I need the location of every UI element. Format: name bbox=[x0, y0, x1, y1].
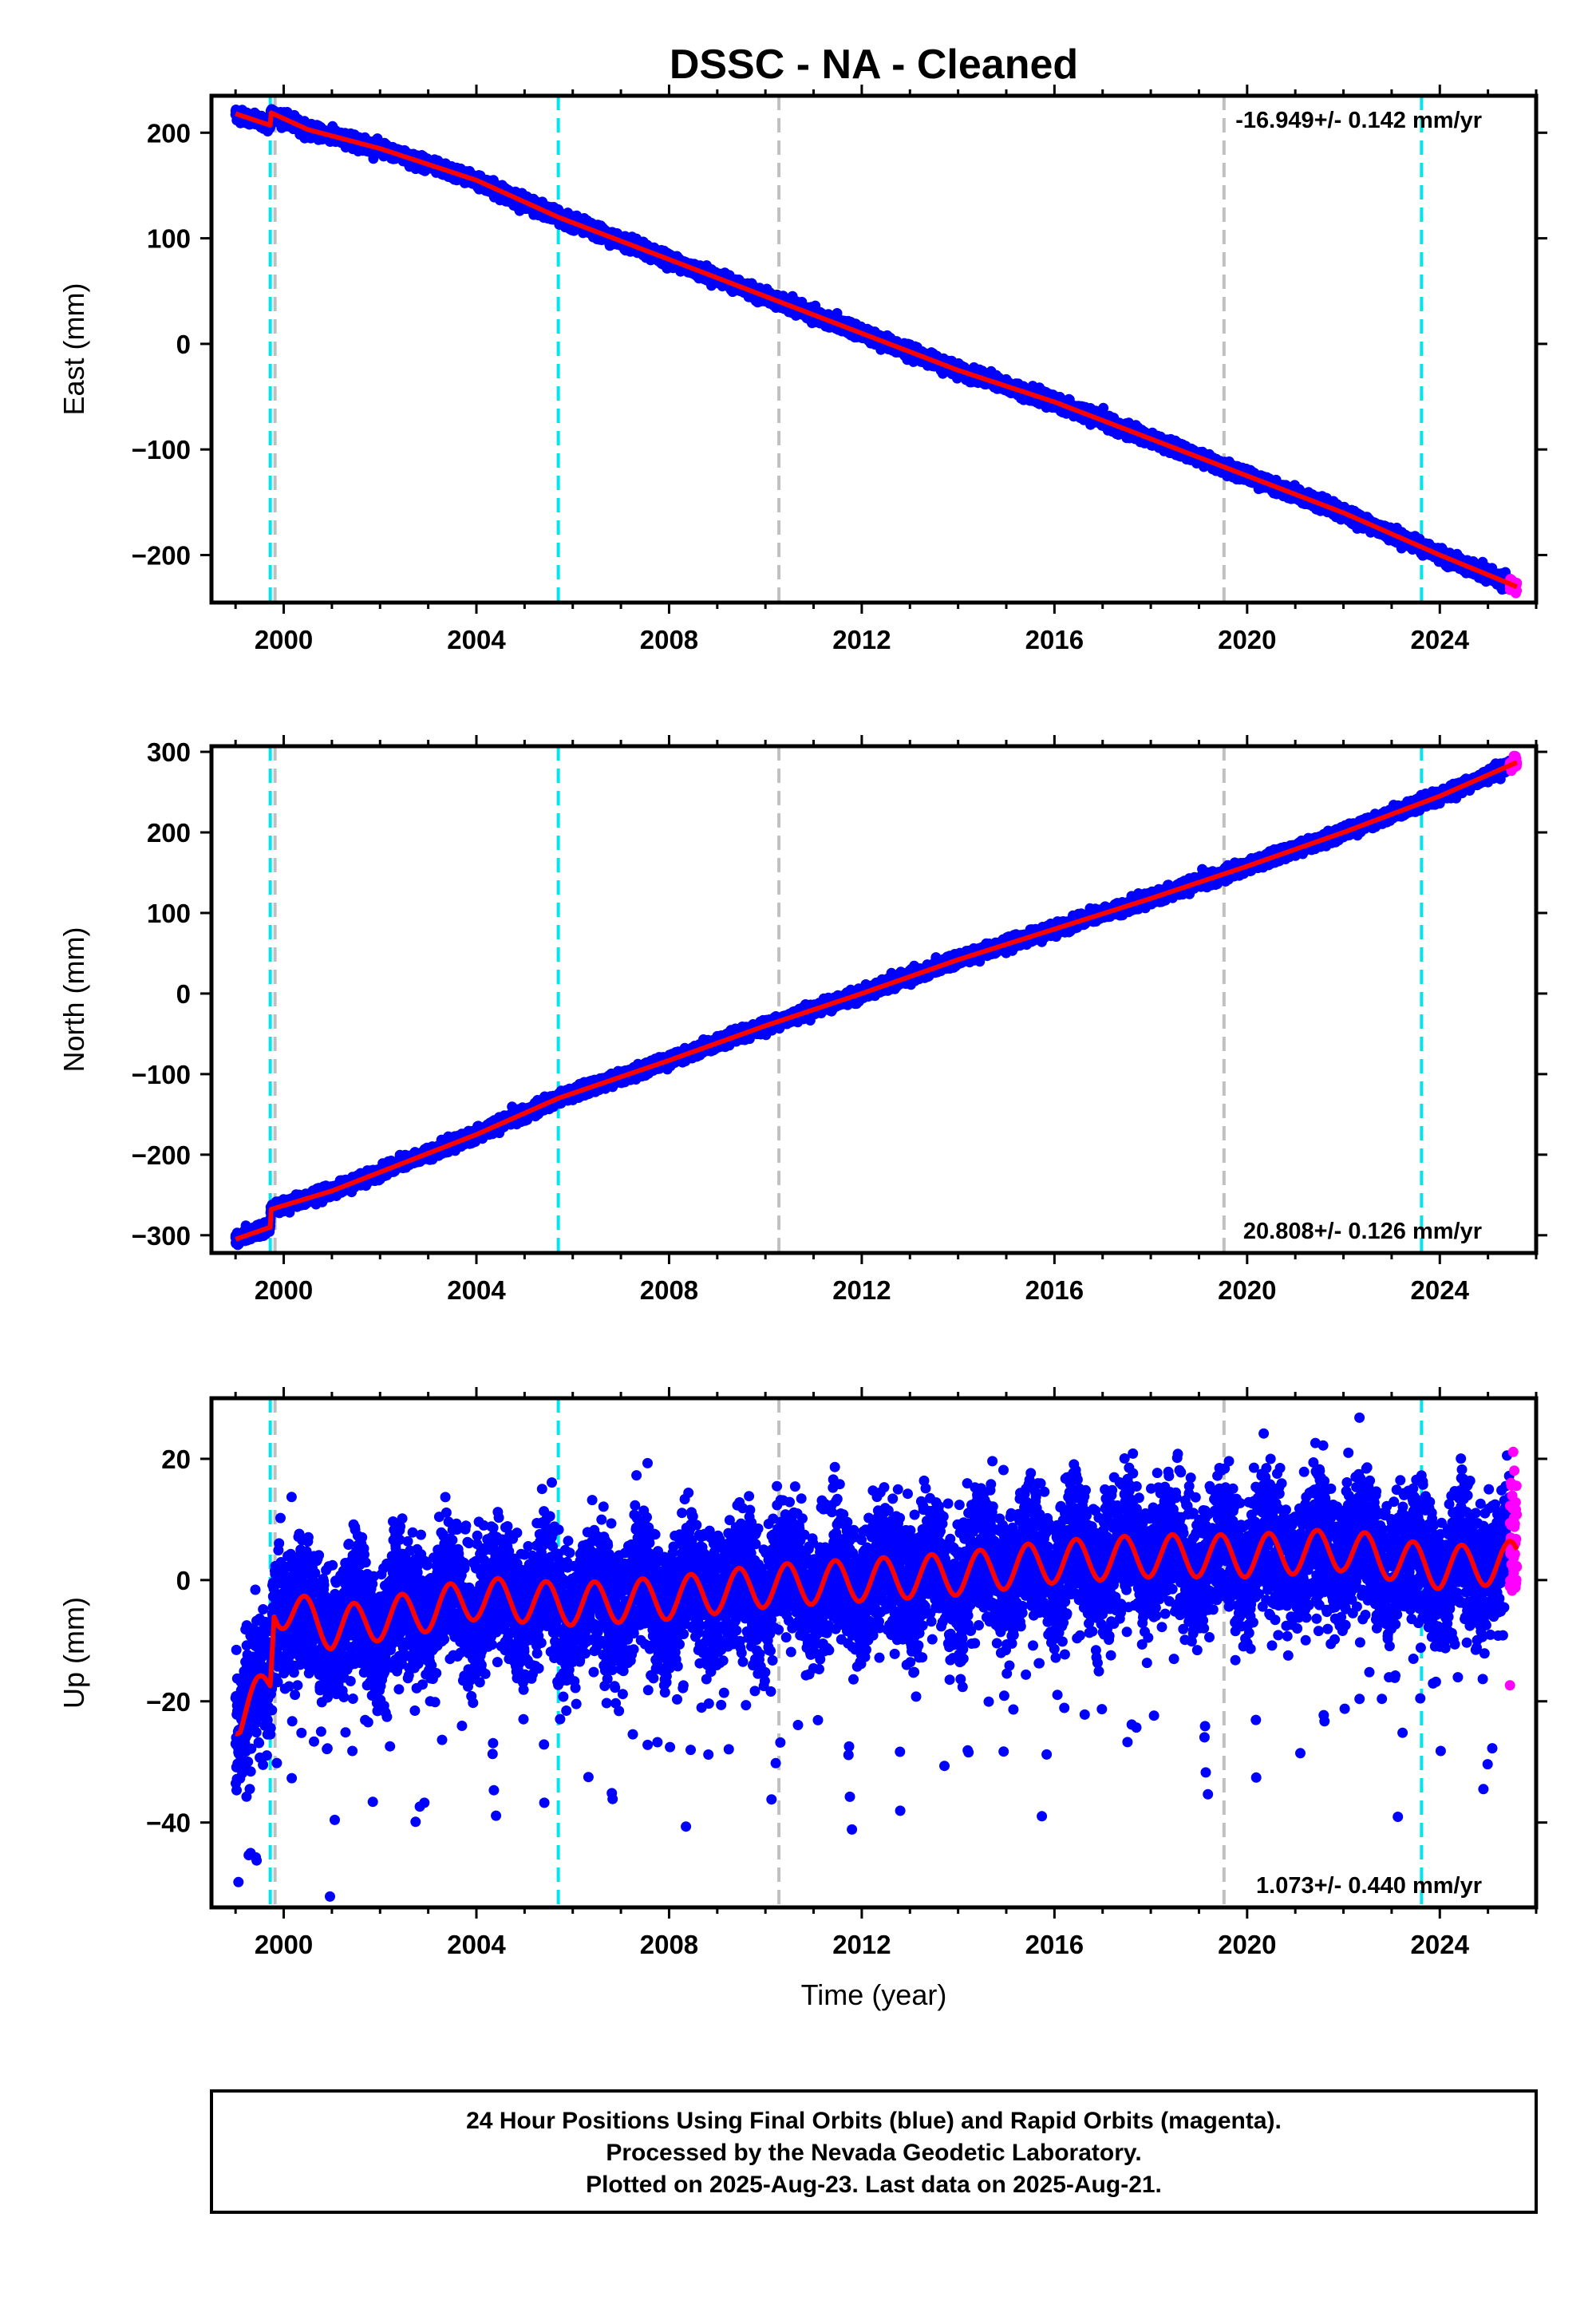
x-tick-label-up: 2024 bbox=[1411, 1930, 1470, 1959]
x-axis-label: Time (year) bbox=[801, 1978, 947, 2011]
chart-title: DSSC - NA - Cleaned bbox=[670, 41, 1078, 88]
final-orbit-points-up bbox=[230, 1412, 1515, 1902]
y-tick-label-up: −20 bbox=[146, 1687, 191, 1717]
rate-label-up: 1.073+/- 0.440 mm/yr bbox=[1256, 1873, 1482, 1899]
footer-line-1: 24 Hour Positions Using Final Orbits (bl… bbox=[466, 2108, 1282, 2134]
rapid-orbit-points-up bbox=[1504, 1446, 1523, 1691]
x-tick-label-north: 2000 bbox=[255, 1275, 313, 1305]
x-tick-label-north: 2012 bbox=[832, 1275, 891, 1305]
y-axis-label-north: North (mm) bbox=[57, 927, 90, 1073]
footer-line-3: Plotted on 2025-Aug-23. Last data on 202… bbox=[586, 2172, 1162, 2198]
footer-frame bbox=[210, 2089, 1538, 2214]
x-tick-label-east: 2004 bbox=[447, 625, 506, 654]
y-tick-label-east: 200 bbox=[147, 118, 191, 148]
x-tick-label-east: 2016 bbox=[1025, 625, 1084, 654]
y-axis-label-up: Up (mm) bbox=[57, 1597, 90, 1709]
x-tick-label-east: 2020 bbox=[1218, 625, 1276, 654]
footer-box: 24 Hour Positions Using Final Orbits (bl… bbox=[210, 2089, 1538, 2214]
plot-area-north bbox=[230, 746, 1523, 1253]
x-tick-label-north: 2020 bbox=[1218, 1275, 1276, 1305]
plot-area-up bbox=[230, 1398, 1523, 1907]
y-tick-label-east: 0 bbox=[176, 330, 191, 359]
footer-line-2: Processed by the Nevada Geodetic Laborat… bbox=[606, 2140, 1141, 2166]
y-tick-label-up: −40 bbox=[146, 1808, 191, 1838]
x-tick-label-up: 2000 bbox=[255, 1930, 313, 1959]
y-tick-label-east: −100 bbox=[132, 435, 191, 464]
x-tick-label-up: 2012 bbox=[832, 1930, 891, 1959]
x-tick-label-north: 2016 bbox=[1025, 1275, 1084, 1305]
y-tick-label-north: −300 bbox=[132, 1221, 191, 1251]
plot-area-east bbox=[230, 96, 1523, 603]
final-orbit-points-east bbox=[230, 104, 1515, 595]
model-line-north bbox=[234, 760, 1519, 1242]
y-tick-label-north: 200 bbox=[147, 818, 191, 848]
rate-label-north: 20.808+/- 0.126 mm/yr bbox=[1243, 1219, 1482, 1244]
axes-frame-east bbox=[209, 93, 1539, 605]
model-line-up bbox=[234, 1528, 1519, 1737]
y-tick-label-north: 0 bbox=[176, 979, 191, 1009]
y-tick-label-east: 100 bbox=[147, 224, 191, 254]
x-tick-label-east: 2012 bbox=[832, 625, 891, 654]
y-tick-label-north: 300 bbox=[147, 737, 191, 767]
x-tick-label-up: 2016 bbox=[1025, 1930, 1084, 1959]
panel-north: −300 −200 −100 0 100 200 300 2000 2004 2008 2012 20… bbox=[57, 735, 1547, 1305]
y-tick-label-north: 100 bbox=[147, 899, 191, 928]
x-tick-label-east: 2024 bbox=[1411, 625, 1470, 654]
x-tick-label-north: 2024 bbox=[1411, 1275, 1470, 1305]
panel-east: −200 −100 0 100 200 2000 2004 2008 2012 2016 2020 2… bbox=[57, 85, 1547, 654]
final-orbit-points-north bbox=[230, 755, 1515, 1251]
y-tick-label-up: 0 bbox=[176, 1566, 191, 1595]
x-tick-label-east: 2000 bbox=[255, 625, 313, 654]
x-tick-label-up: 2004 bbox=[447, 1930, 506, 1959]
x-tick-label-north: 2008 bbox=[640, 1275, 698, 1305]
rate-label-east: -16.949+/- 0.142 mm/yr bbox=[1235, 108, 1482, 133]
x-tick-label-east: 2008 bbox=[640, 625, 698, 654]
y-tick-label-north: −100 bbox=[132, 1060, 191, 1089]
y-tick-label-east: −200 bbox=[132, 540, 191, 570]
y-axis-label-east: East (mm) bbox=[57, 283, 90, 416]
x-tick-label-up: 2008 bbox=[640, 1930, 698, 1959]
x-tick-label-north: 2004 bbox=[447, 1275, 506, 1305]
model-line-east bbox=[234, 110, 1519, 590]
axes-frame-up bbox=[209, 1396, 1539, 1910]
x-tick-label-up: 2020 bbox=[1218, 1930, 1276, 1959]
panel-up: −40 −20 0 20 2000 2004 2008 2012 2016 2020 2024 Up … bbox=[57, 1387, 1547, 1959]
y-tick-label-north: −200 bbox=[132, 1140, 191, 1170]
axes-frame-north bbox=[209, 744, 1539, 1255]
y-tick-label-up: 20 bbox=[161, 1445, 191, 1474]
